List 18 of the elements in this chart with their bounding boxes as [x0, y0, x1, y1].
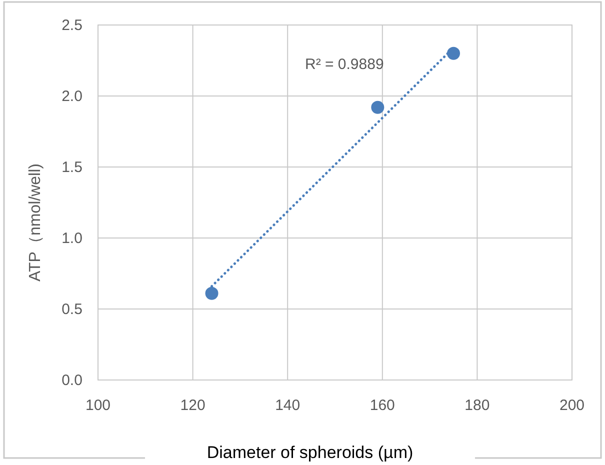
x-tick-label: 200	[559, 397, 585, 414]
y-tick-label: 1.5	[62, 159, 82, 176]
annotation: R² = 0.9889	[305, 56, 384, 73]
y-tick-label: 1.0	[62, 230, 82, 247]
x-tick-label: 120	[180, 397, 206, 414]
y-axis-title: ATP（nmol/well)	[27, 164, 44, 282]
x-tick-label: 140	[275, 397, 300, 414]
point	[447, 46, 460, 60]
y-tick-label: 0.0	[62, 372, 82, 389]
x-tick-label: 160	[370, 397, 395, 414]
y-tick-label: 0.5	[62, 301, 82, 318]
x-tick-label: 100	[85, 397, 111, 414]
point	[205, 286, 218, 300]
y-tick-label: 2.0	[62, 88, 82, 105]
point	[371, 100, 384, 114]
y-tick-label: 2.5	[62, 17, 82, 34]
x-axis-title: Diameter of spheroids (µm)	[206, 443, 414, 462]
x-tick-label: 180	[464, 397, 490, 414]
